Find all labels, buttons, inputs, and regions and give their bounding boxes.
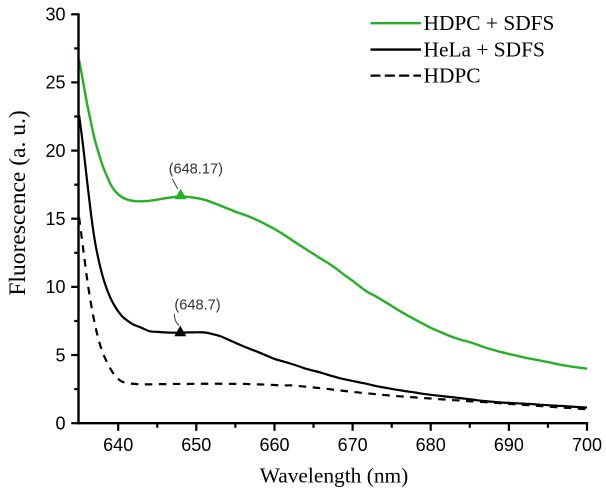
svg-text:700: 700: [572, 435, 602, 455]
svg-text:670: 670: [338, 435, 368, 455]
svg-text:HDPC: HDPC: [424, 64, 481, 88]
svg-text:660: 660: [259, 435, 289, 455]
svg-text:(648.17): (648.17): [169, 162, 223, 178]
svg-text:640: 640: [103, 435, 133, 455]
svg-text:Fluorescence (a. u.): Fluorescence (a. u.): [5, 110, 31, 295]
svg-text:HDPC + SDFS: HDPC + SDFS: [424, 11, 555, 35]
svg-text:20: 20: [45, 141, 65, 161]
svg-text:25: 25: [45, 73, 65, 93]
svg-text:650: 650: [181, 435, 211, 455]
svg-text:680: 680: [416, 435, 446, 455]
svg-text:30: 30: [45, 5, 65, 25]
svg-text:690: 690: [494, 435, 524, 455]
svg-text:HeLa + SDFS: HeLa + SDFS: [424, 38, 545, 62]
svg-text:10: 10: [45, 277, 65, 297]
svg-text:0: 0: [55, 414, 65, 434]
svg-text:5: 5: [55, 345, 65, 365]
svg-text:15: 15: [45, 209, 65, 229]
svg-text:(648.7): (648.7): [174, 298, 220, 314]
svg-text:Wavelength (nm): Wavelength (nm): [260, 464, 409, 488]
